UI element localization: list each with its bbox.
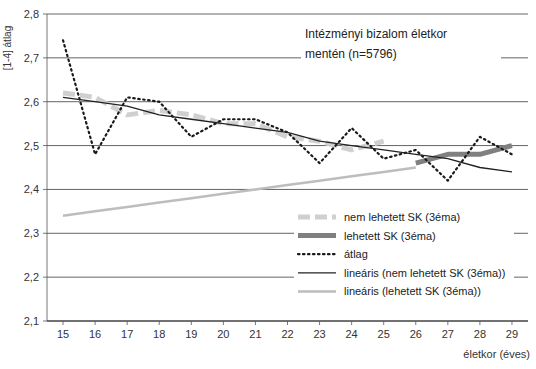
legend-symbol bbox=[298, 290, 336, 293]
y-tick-label: 2,4 bbox=[24, 183, 39, 195]
x-tick-label: 28 bbox=[474, 328, 486, 340]
y-tick-label: 2,3 bbox=[24, 227, 39, 239]
y-tick bbox=[43, 277, 47, 278]
x-tick bbox=[191, 321, 192, 325]
x-tick bbox=[511, 321, 512, 325]
x-tick-label: 18 bbox=[153, 328, 165, 340]
legend-symbol bbox=[298, 253, 336, 255]
x-tick bbox=[383, 321, 384, 325]
x-tick-label: 15 bbox=[57, 328, 69, 340]
x-tick bbox=[319, 321, 320, 325]
legend-bg bbox=[294, 206, 514, 303]
x-tick bbox=[479, 321, 480, 325]
legend-label: lineáris (lehetett SK (3éma)) bbox=[344, 285, 481, 297]
y-tick bbox=[43, 101, 47, 102]
grid-line bbox=[47, 189, 528, 190]
annotation-bg bbox=[301, 24, 501, 66]
x-tick-label: 19 bbox=[185, 328, 197, 340]
legend-label: lehetett SK (3éma) bbox=[344, 230, 436, 242]
x-tick-label: 20 bbox=[217, 328, 229, 340]
y-tick-label: 2,5 bbox=[24, 140, 39, 152]
x-tick-label: 27 bbox=[442, 328, 454, 340]
x-tick-label: 21 bbox=[249, 328, 261, 340]
y-tick-label: 2,1 bbox=[24, 315, 39, 327]
x-tick bbox=[159, 321, 160, 325]
series-line bbox=[63, 93, 384, 150]
y-tick bbox=[43, 233, 47, 234]
x-tick bbox=[351, 321, 352, 325]
y-tick-label: 2,7 bbox=[24, 52, 39, 64]
chart-svg: 2,1 2,2 2,3 2,4 2,5 2,6 2,7 2,8 15 16 17 18 19 20 21 22… bbox=[0, 0, 536, 369]
y-tick bbox=[43, 321, 47, 322]
y-tick bbox=[43, 145, 47, 146]
x-tick bbox=[447, 321, 448, 325]
x-tick-label: 24 bbox=[346, 328, 358, 340]
grid-line bbox=[47, 101, 528, 102]
grid-line bbox=[47, 145, 528, 146]
y-tick bbox=[43, 57, 47, 58]
x-tick bbox=[95, 321, 96, 325]
legend-symbol bbox=[298, 215, 336, 220]
y-axis-label: [1-4] átlag bbox=[2, 26, 13, 70]
legend-symbol bbox=[298, 233, 336, 238]
x-tick-label: 26 bbox=[410, 328, 422, 340]
y-tick bbox=[43, 14, 47, 15]
x-tick bbox=[287, 321, 288, 325]
annotation: Intézményi bizalom életkor bbox=[305, 27, 447, 41]
annotation: mentén (n=5796) bbox=[305, 47, 397, 61]
x-tick-label: 16 bbox=[89, 328, 101, 340]
chart-container: 2,1 2,2 2,3 2,4 2,5 2,6 2,7 2,8 15 16 17 18 19 20 21 22… bbox=[0, 0, 536, 369]
x-tick bbox=[127, 321, 128, 325]
legend-symbol bbox=[298, 272, 336, 273]
x-tick-label: 23 bbox=[313, 328, 325, 340]
legend-label: lineáris (nem lehetett SK (3éma)) bbox=[344, 267, 505, 279]
series-line bbox=[63, 40, 512, 180]
y-tick-label: 2,8 bbox=[24, 8, 39, 20]
y-tick bbox=[43, 189, 47, 190]
x-tick bbox=[415, 321, 416, 325]
x-tick bbox=[255, 321, 256, 325]
legend-label: átlag bbox=[344, 248, 368, 260]
x-tick-label: 22 bbox=[281, 328, 293, 340]
y-tick-label: 2,6 bbox=[24, 96, 39, 108]
legend-label: nem lehetett SK (3éma) bbox=[344, 211, 460, 223]
grid-line bbox=[47, 14, 528, 15]
y-tick-label: 2,2 bbox=[24, 271, 39, 283]
x-tick bbox=[63, 321, 64, 325]
x-axis-label: életkor (éves) bbox=[463, 348, 530, 360]
y-axis bbox=[47, 14, 48, 321]
x-tick-label: 29 bbox=[506, 328, 518, 340]
x-tick-label: 17 bbox=[121, 328, 133, 340]
x-tick bbox=[223, 321, 224, 325]
series-line bbox=[63, 97, 512, 172]
x-tick-label: 25 bbox=[378, 328, 390, 340]
plot-area bbox=[63, 40, 512, 215]
